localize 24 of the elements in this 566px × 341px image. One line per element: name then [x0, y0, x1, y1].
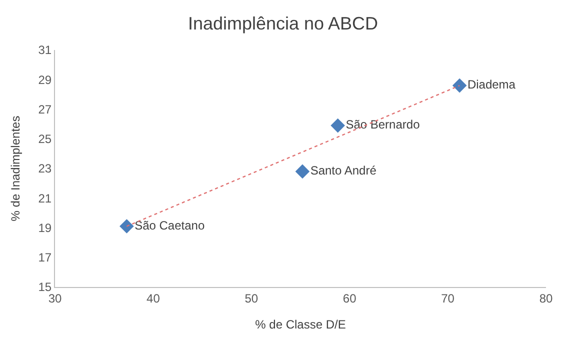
x-tick-label: 60 — [342, 291, 357, 306]
y-tick-label: 27 — [38, 102, 52, 116]
y-tick-label: 17 — [38, 250, 52, 265]
y-axis-title: % de Inadimplentes — [8, 116, 23, 222]
y-tick-label: 31 — [38, 43, 52, 58]
y-tick-label: 21 — [38, 191, 52, 206]
x-tick-label: 70 — [441, 291, 455, 306]
chart-title: Inadimplência no ABCD — [188, 14, 378, 34]
x-tick-label: 50 — [244, 291, 258, 306]
x-axis-title: % de Classe D/E — [255, 317, 346, 332]
x-tick-label: 40 — [146, 291, 160, 306]
data-label: São Caetano — [134, 218, 205, 232]
data-label: Santo André — [310, 163, 377, 178]
data-label: São Bernardo — [346, 118, 420, 132]
point — [330, 118, 345, 133]
y-tick-label: 23 — [38, 162, 52, 176]
y-tick-label: 29 — [38, 72, 52, 87]
point — [295, 164, 310, 179]
point — [120, 219, 134, 234]
y-tick-label: 19 — [38, 220, 52, 235]
y-tick-label: 25 — [38, 132, 52, 146]
x-tick-label: 80 — [539, 291, 553, 306]
point — [452, 78, 467, 93]
data-label: Diadema — [467, 78, 516, 92]
